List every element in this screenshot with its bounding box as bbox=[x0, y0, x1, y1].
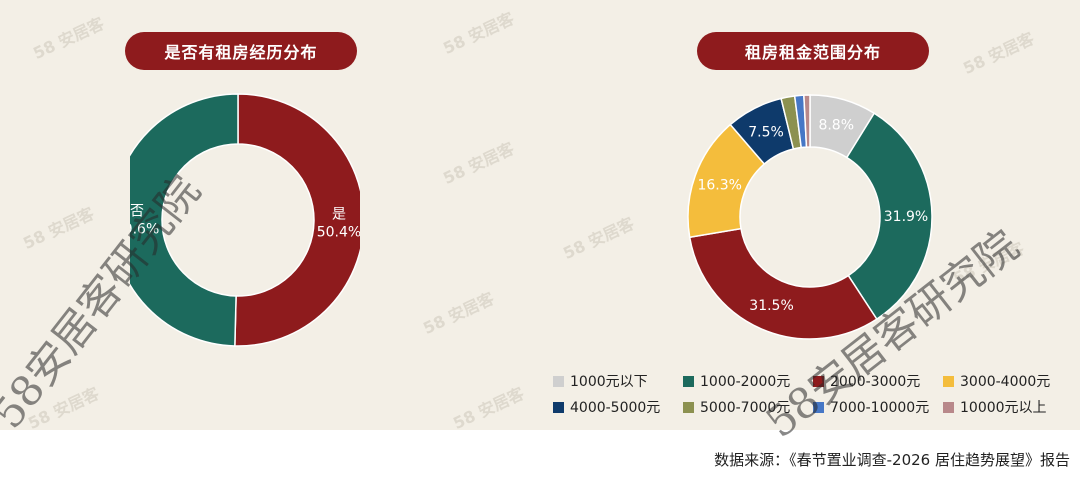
slice-percent-label: 7.5% bbox=[748, 125, 784, 141]
donut-slice-2000-3000 bbox=[688, 227, 878, 340]
legend-swatch bbox=[813, 401, 824, 413]
legend-label: 1000元以下 bbox=[570, 374, 648, 390]
legend-item-1000-2000: 1000-2000元 bbox=[683, 371, 813, 391]
legend-swatch bbox=[683, 401, 694, 413]
slice-percent-label: 49.6% bbox=[130, 222, 159, 238]
legend-item-4000-5000: 4000-5000元 bbox=[553, 397, 683, 417]
legend-label: 7000-10000元 bbox=[830, 400, 930, 416]
watermark-logo: 58 安居客 bbox=[440, 8, 517, 58]
slice-category-label: 否 bbox=[130, 204, 144, 220]
legend-label: 4000-5000元 bbox=[570, 400, 661, 416]
legend-swatch bbox=[553, 401, 564, 413]
legend-item-10000: 10000元以上 bbox=[943, 397, 1073, 417]
chart-title-rent-range: 租房租金范围分布 bbox=[697, 32, 929, 70]
watermark-logo: 58 安居客 bbox=[440, 138, 517, 188]
legend-swatch bbox=[943, 375, 954, 387]
watermark-logo: 58 安居客 bbox=[420, 288, 497, 338]
legend-label: 2000-3000元 bbox=[830, 374, 921, 390]
infographic-panel: 58 安居客 58 安居客 58 安居客 58 安居客 58 安居客 58 安居… bbox=[0, 0, 1080, 447]
slice-percent-label: 16.3% bbox=[697, 177, 741, 193]
slice-percent-label: 8.8% bbox=[818, 118, 854, 134]
legend-swatch bbox=[813, 375, 824, 387]
slice-percent-label: 31.9% bbox=[884, 209, 928, 225]
donut-slice-item bbox=[234, 93, 360, 347]
watermark-logo: 58 安居客 bbox=[450, 383, 527, 433]
legend-item-7000-10000: 7000-10000元 bbox=[813, 397, 943, 417]
watermark-logo: 58 安居客 bbox=[560, 213, 637, 263]
slice-percent-label: 50.4% bbox=[317, 224, 360, 240]
watermark-logo: 58 安居客 bbox=[20, 203, 97, 253]
watermark-logo: 58 安居客 bbox=[960, 28, 1037, 78]
donut-slice-1000-2000 bbox=[845, 112, 933, 321]
legend-swatch bbox=[943, 401, 954, 413]
legend-label: 5000-7000元 bbox=[700, 400, 791, 416]
chart-title-rental-experience: 是否有租房经历分布 bbox=[125, 32, 357, 70]
slice-category-label: 是 bbox=[332, 206, 346, 222]
watermark-logo: 58 安居客 bbox=[30, 13, 107, 63]
legend-rent-range: 1000元以下 1000-2000元 2000-3000元 3000-4000元 400… bbox=[553, 371, 1073, 417]
legend-item-1000: 1000元以下 bbox=[553, 371, 683, 391]
legend-item-5000-7000: 5000-7000元 bbox=[683, 397, 813, 417]
legend-label: 3000-4000元 bbox=[960, 374, 1051, 390]
donut-slice-10000 bbox=[803, 94, 811, 148]
donut-chart-rental-experience: 是 50.4% 否 49.6% bbox=[130, 93, 360, 347]
data-source-note: 数据来源：《春节置业调查-2026 居住趋势展望》报告 bbox=[714, 451, 1070, 469]
legend-label: 10000元以上 bbox=[960, 400, 1047, 416]
donut-slice-item bbox=[130, 93, 239, 347]
slice-percent-label: 31.5% bbox=[749, 298, 793, 314]
legend-swatch bbox=[683, 375, 694, 387]
legend-swatch bbox=[553, 375, 564, 387]
legend-item-2000-3000: 2000-3000元 bbox=[813, 371, 943, 391]
donut-chart-rent-range: 8.8% 31.9% 31.5% 16.3% 7.5% bbox=[687, 94, 933, 340]
legend-item-3000-4000: 3000-4000元 bbox=[943, 371, 1073, 391]
legend-label: 1000-2000元 bbox=[700, 374, 791, 390]
